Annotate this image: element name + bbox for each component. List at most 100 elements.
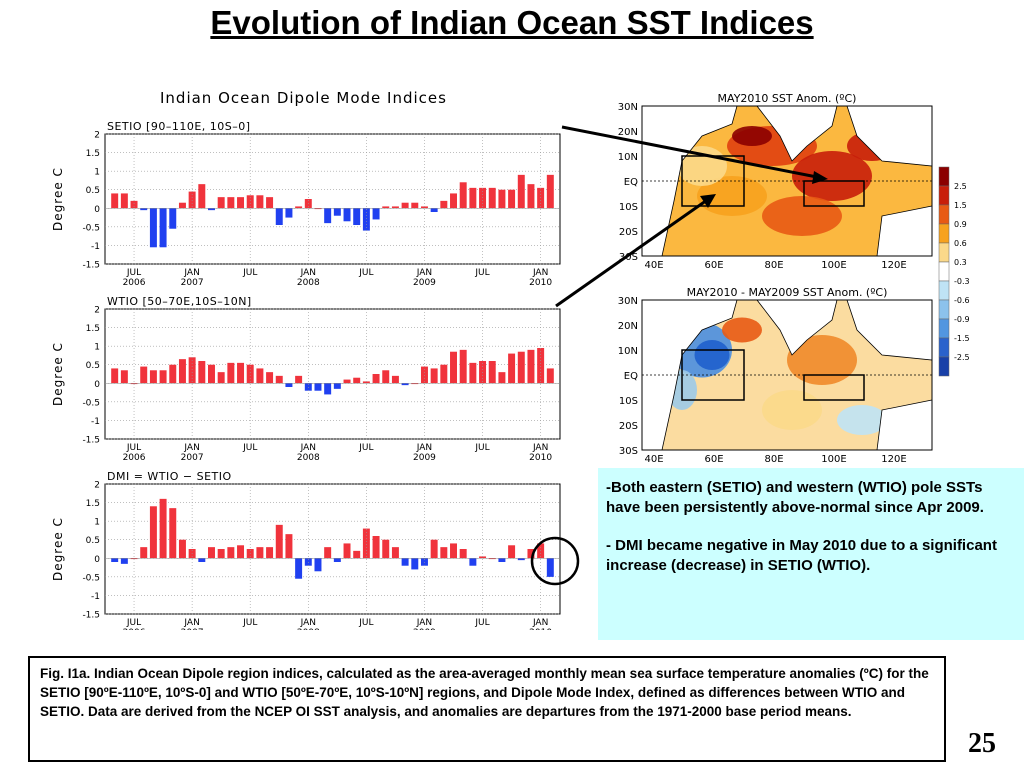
bar (266, 197, 274, 209)
longitude-label: 60E (704, 454, 723, 465)
bar (324, 208, 332, 224)
bar (488, 558, 496, 560)
colorbar-label: 0.3 (954, 258, 967, 267)
bar (420, 206, 428, 209)
y-tick-label: 0 (94, 555, 100, 565)
longitude-label: 100E (821, 260, 846, 271)
bar (120, 370, 128, 384)
anomaly-patch (694, 340, 730, 370)
chart-panel-3: DMI = WTIO − SETIO Degree C 2 1.5 1 0.5 0 -0.5 -… (51, 470, 561, 630)
bar (362, 208, 370, 231)
bar (333, 558, 341, 562)
bar (324, 383, 332, 395)
y-tick-label: 1 (94, 518, 100, 528)
bar (333, 383, 341, 389)
bar (488, 361, 496, 384)
bullet-2: - DMI became negative in May 2010 due to… (606, 537, 997, 574)
bar (546, 174, 554, 209)
latitude-label: 20S (619, 421, 638, 432)
longitude-label: 40E (644, 260, 663, 271)
y-tick-label: 1 (94, 168, 100, 178)
bar (130, 383, 138, 385)
latitude-label: 10N (618, 152, 638, 163)
bar (198, 361, 206, 384)
latitude-label: 20N (618, 321, 638, 332)
x-tick-month: JUL (358, 618, 373, 628)
x-tick-year: 2007 (181, 278, 204, 288)
bar (237, 197, 245, 209)
bar (440, 364, 448, 384)
bar (314, 208, 322, 210)
bar (246, 364, 254, 384)
bar (343, 208, 351, 222)
bar (372, 374, 380, 384)
y-tick-label: 0.5 (86, 361, 100, 371)
bar (169, 508, 177, 559)
bar (430, 368, 438, 384)
bar (208, 547, 215, 559)
longitude-label: 120E (881, 454, 906, 465)
bar (382, 370, 390, 384)
bar (517, 351, 525, 384)
bar (178, 539, 186, 559)
latitude-label: 10N (618, 346, 638, 357)
bar (459, 349, 467, 384)
sst-anomaly-colorbar: 2.5 1.5 0.9 0.6 0.3 -0.3 -0.6 -0.9 -1.5 -2.5 (938, 166, 970, 377)
bar (430, 539, 438, 559)
longitude-label: 60E (704, 260, 723, 271)
bar (469, 558, 477, 566)
x-tick-month: JUL (474, 618, 489, 628)
longitude-label: 80E (764, 454, 783, 465)
bar (440, 547, 448, 559)
anomaly-patch (787, 335, 857, 385)
map-frame (641, 299, 933, 451)
bar (450, 193, 457, 209)
bar (295, 558, 303, 579)
bar (353, 377, 361, 384)
y-tick-label: -1.5 (82, 261, 100, 271)
bar (382, 206, 390, 209)
x-tick-year: 2007 (181, 628, 204, 630)
y-tick-label: -0.5 (82, 573, 100, 583)
bar (285, 534, 293, 559)
bar (353, 550, 361, 559)
x-tick-month: JUL (242, 618, 257, 628)
bar (508, 353, 516, 384)
y-tick-label: 1.5 (86, 324, 100, 334)
bar (362, 381, 370, 384)
y-tick-label: 1 (94, 343, 100, 353)
x-tick-month: JAN (532, 618, 548, 628)
bar (324, 547, 332, 559)
bar (459, 549, 467, 559)
bar (546, 558, 554, 577)
colorbar-label: -2.5 (954, 353, 970, 362)
bar (285, 383, 293, 387)
bar (401, 558, 409, 566)
bar (498, 372, 506, 384)
bar (295, 375, 303, 384)
bar (362, 528, 370, 559)
bar (304, 558, 312, 566)
y-tick-label: -1 (91, 417, 100, 427)
bar (353, 208, 361, 225)
x-tick-year: 2006 (123, 278, 146, 288)
summary-bullets: -Both eastern (SETIO) and western (WTIO)… (598, 468, 1024, 640)
bar (459, 182, 467, 209)
bar (217, 372, 225, 384)
bar (401, 383, 409, 386)
map-title: MAY2010 SST Anom. (ºC) (718, 92, 857, 105)
y-tick-label: 0 (94, 380, 100, 390)
latitude-label: 30S (619, 252, 638, 263)
x-tick-month: JUL (358, 268, 373, 278)
bar (188, 191, 196, 209)
latitude-label: 10S (619, 396, 638, 407)
bar (130, 558, 138, 560)
bar (111, 193, 119, 209)
colorbar-label: -0.3 (954, 277, 970, 286)
bar (508, 189, 516, 209)
latitude-label: 30N (618, 102, 638, 113)
y-tick-label: 0 (94, 205, 100, 215)
bar (517, 174, 525, 209)
y-tick-label: 1.5 (86, 499, 100, 509)
